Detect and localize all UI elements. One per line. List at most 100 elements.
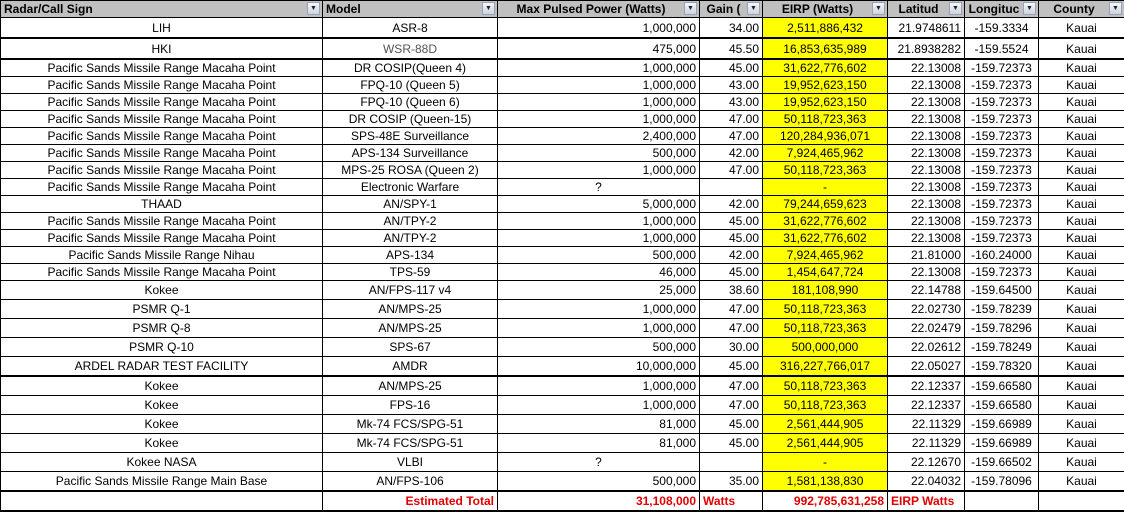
cell-max-power[interactable]: 1,000,000 <box>497 212 700 230</box>
column-header-max-power[interactable]: Max Pulsed Power (Watts) ▼ <box>497 0 700 18</box>
cell-empty[interactable] <box>0 490 323 512</box>
cell-gain[interactable] <box>699 452 763 472</box>
cell-longitude[interactable]: -159.72373 <box>964 263 1039 281</box>
cell-gain[interactable]: 47.00 <box>699 110 763 128</box>
cell-model[interactable]: WSR-88D <box>322 37 498 60</box>
cell-call-sign[interactable]: Kokee NASA <box>0 452 323 472</box>
cell-gain[interactable] <box>699 178 763 196</box>
cell-gain[interactable]: 45.00 <box>699 229 763 247</box>
cell-call-sign[interactable]: HKI <box>0 37 323 60</box>
cell-county[interactable]: Kauai <box>1038 433 1124 453</box>
cell-gain[interactable]: 45.00 <box>699 433 763 453</box>
cell-longitude[interactable]: -159.72373 <box>964 93 1039 111</box>
cell-latitude[interactable]: 22.11329 <box>887 433 965 453</box>
cell-latitude[interactable]: 22.13008 <box>887 144 965 162</box>
cell-longitude[interactable]: -159.64500 <box>964 280 1039 300</box>
dropdown-icon[interactable]: ▼ <box>1023 2 1036 15</box>
cell-model[interactable]: Mk-74 FCS/SPG-51 <box>322 433 498 453</box>
dropdown-icon[interactable]: ▼ <box>949 2 962 15</box>
cell-gain[interactable]: 47.00 <box>699 318 763 338</box>
cell-call-sign[interactable]: Pacific Sands Missile Range Macaha Point <box>0 76 323 94</box>
cell-longitude[interactable]: -159.72373 <box>964 212 1039 230</box>
cell-model[interactable]: APS-134 <box>322 246 498 264</box>
cell-eirp[interactable]: 500,000,000 <box>762 337 888 357</box>
cell-latitude[interactable]: 22.02730 <box>887 299 965 319</box>
cell-latitude[interactable]: 21.8938282 <box>887 37 965 60</box>
cell-county[interactable]: Kauai <box>1038 337 1124 357</box>
cell-call-sign[interactable]: Pacific Sands Missile Range Macaha Point <box>0 212 323 230</box>
cell-call-sign[interactable]: Pacific Sands Missile Range Nihau <box>0 246 323 264</box>
cell-county[interactable]: Kauai <box>1038 414 1124 434</box>
cell-longitude[interactable]: -159.72373 <box>964 110 1039 128</box>
cell-longitude[interactable]: -160.24000 <box>964 246 1039 264</box>
cell-model[interactable]: AN/MPS-25 <box>322 318 498 338</box>
cell-model[interactable]: AN/FPS-106 <box>322 471 498 492</box>
cell-latitude[interactable]: 22.05027 <box>887 356 965 377</box>
cell-eirp[interactable]: 79,244,659,623 <box>762 195 888 213</box>
cell-gain[interactable]: 35.00 <box>699 471 763 492</box>
cell-gain[interactable]: 42.00 <box>699 144 763 162</box>
cell-gain[interactable]: 45.50 <box>699 37 763 60</box>
cell-county[interactable]: Kauai <box>1038 195 1124 213</box>
column-header-latitude[interactable]: Latitud ▼ <box>887 0 965 18</box>
cell-county[interactable]: Kauai <box>1038 144 1124 162</box>
cell-gain[interactable]: 45.00 <box>699 58 763 77</box>
cell-eirp[interactable]: 50,118,723,363 <box>762 318 888 338</box>
cell-call-sign[interactable]: Pacific Sands Missile Range Macaha Point <box>0 110 323 128</box>
cell-eirp[interactable]: 1,454,647,724 <box>762 263 888 281</box>
cell-max-power[interactable]: 46,000 <box>497 263 700 281</box>
cell-longitude[interactable]: -159.72373 <box>964 195 1039 213</box>
cell-model[interactable]: AN/MPS-25 <box>322 375 498 396</box>
cell-eirp[interactable]: 1,581,138,830 <box>762 471 888 492</box>
cell-county[interactable]: Kauai <box>1038 161 1124 179</box>
cell-max-power[interactable]: 500,000 <box>497 337 700 357</box>
cell-call-sign[interactable]: THAAD <box>0 195 323 213</box>
cell-county[interactable]: Kauai <box>1038 246 1124 264</box>
cell-call-sign[interactable]: Pacific Sands Missile Range Macaha Point <box>0 161 323 179</box>
cell-call-sign[interactable]: PSMR Q-10 <box>0 337 323 357</box>
cell-longitude[interactable]: -159.78249 <box>964 337 1039 357</box>
cell-longitude[interactable]: -159.78239 <box>964 299 1039 319</box>
cell-gain[interactable]: 42.00 <box>699 195 763 213</box>
cell-latitude[interactable]: 22.13008 <box>887 127 965 145</box>
cell-eirp[interactable]: 19,952,623,150 <box>762 93 888 111</box>
cell-model[interactable]: AN/FPS-117 v4 <box>322 280 498 300</box>
cell-latitude[interactable]: 22.13008 <box>887 212 965 230</box>
dropdown-icon[interactable]: ▼ <box>747 2 760 15</box>
cell-county[interactable]: Kauai <box>1038 395 1124 415</box>
cell-eirp[interactable]: 50,118,723,363 <box>762 161 888 179</box>
cell-max-power[interactable]: 1,000,000 <box>497 375 700 396</box>
cell-eirp[interactable]: 50,118,723,363 <box>762 110 888 128</box>
cell-county[interactable]: Kauai <box>1038 58 1124 77</box>
cell-county[interactable]: Kauai <box>1038 178 1124 196</box>
dropdown-icon[interactable]: ▼ <box>684 2 697 15</box>
cell-model[interactable]: SPS-48E Surveillance <box>322 127 498 145</box>
cell-eirp[interactable]: 316,227,766,017 <box>762 356 888 377</box>
cell-gain[interactable]: 47.00 <box>699 395 763 415</box>
cell-county[interactable]: Kauai <box>1038 37 1124 60</box>
cell-model[interactable]: DR COSIP (Queen-15) <box>322 110 498 128</box>
cell-call-sign[interactable]: Kokee <box>0 433 323 453</box>
cell-max-power[interactable]: 81,000 <box>497 414 700 434</box>
cell-call-sign[interactable]: Pacific Sands Missile Range Macaha Point <box>0 93 323 111</box>
cell-county[interactable]: Kauai <box>1038 452 1124 472</box>
cell-gain[interactable]: 34.00 <box>699 17 763 39</box>
cell-call-sign[interactable]: Pacific Sands Missile Range Macaha Point <box>0 178 323 196</box>
total-eirp[interactable]: 992,785,631,258 <box>762 490 888 512</box>
dropdown-icon[interactable]: ▼ <box>872 2 885 15</box>
cell-model[interactable]: AN/SPY-1 <box>322 195 498 213</box>
cell-gain[interactable]: 47.00 <box>699 127 763 145</box>
cell-model[interactable]: AN/TPY-2 <box>322 212 498 230</box>
cell-gain[interactable]: 30.00 <box>699 337 763 357</box>
cell-call-sign[interactable]: Kokee <box>0 395 323 415</box>
cell-eirp[interactable]: 31,622,776,602 <box>762 58 888 77</box>
cell-max-power[interactable]: 1,000,000 <box>497 161 700 179</box>
cell-latitude[interactable]: 22.13008 <box>887 195 965 213</box>
cell-county[interactable]: Kauai <box>1038 375 1124 396</box>
cell-latitude[interactable]: 22.12670 <box>887 452 965 472</box>
cell-longitude[interactable]: -159.72373 <box>964 161 1039 179</box>
total-label[interactable]: Estimated Total <box>322 490 498 512</box>
cell-call-sign[interactable]: ARDEL RADAR TEST FACILITY <box>0 356 323 377</box>
cell-eirp[interactable]: 120,284,936,071 <box>762 127 888 145</box>
cell-model[interactable]: AN/TPY-2 <box>322 229 498 247</box>
